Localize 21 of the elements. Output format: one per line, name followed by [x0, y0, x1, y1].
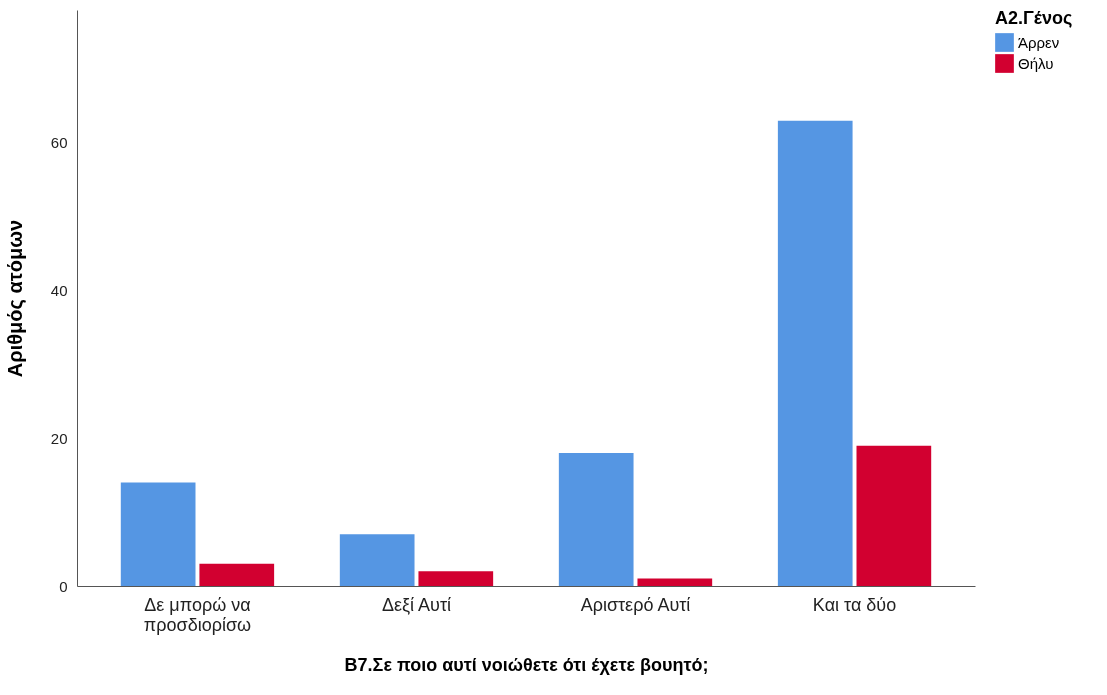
x-tick-label: Δε μπορώ να προσδιορίσω — [143, 594, 252, 635]
bar — [777, 120, 853, 586]
x-axis-title: Β7.Σε ποιο αυτί νοιώθετε ότι έχετε βουητό; — [344, 654, 709, 675]
y-tick-label: 0 — [59, 577, 68, 595]
bar — [558, 453, 634, 586]
bar — [120, 482, 196, 586]
bar — [856, 445, 932, 586]
x-tick-label: Αριστερό Αυτί — [580, 594, 691, 615]
x-tick-label: Και τα δύο — [812, 594, 897, 615]
bar — [637, 578, 713, 586]
bar — [339, 534, 415, 586]
y-tick-label: 40 — [50, 282, 68, 300]
legend-label: Άρρεν — [1018, 33, 1060, 51]
y-axis-title: Αριθμός ατόμων — [3, 219, 26, 378]
legend-label: Θήλυ — [1018, 54, 1054, 72]
legend-title: Α2.Γένος — [995, 8, 1073, 28]
y-tick-label: 60 — [50, 134, 68, 152]
y-tick-label: 20 — [50, 429, 68, 447]
x-tick-label: Δεξί Αυτί — [381, 594, 452, 615]
bar — [199, 563, 275, 586]
bar — [418, 571, 494, 586]
